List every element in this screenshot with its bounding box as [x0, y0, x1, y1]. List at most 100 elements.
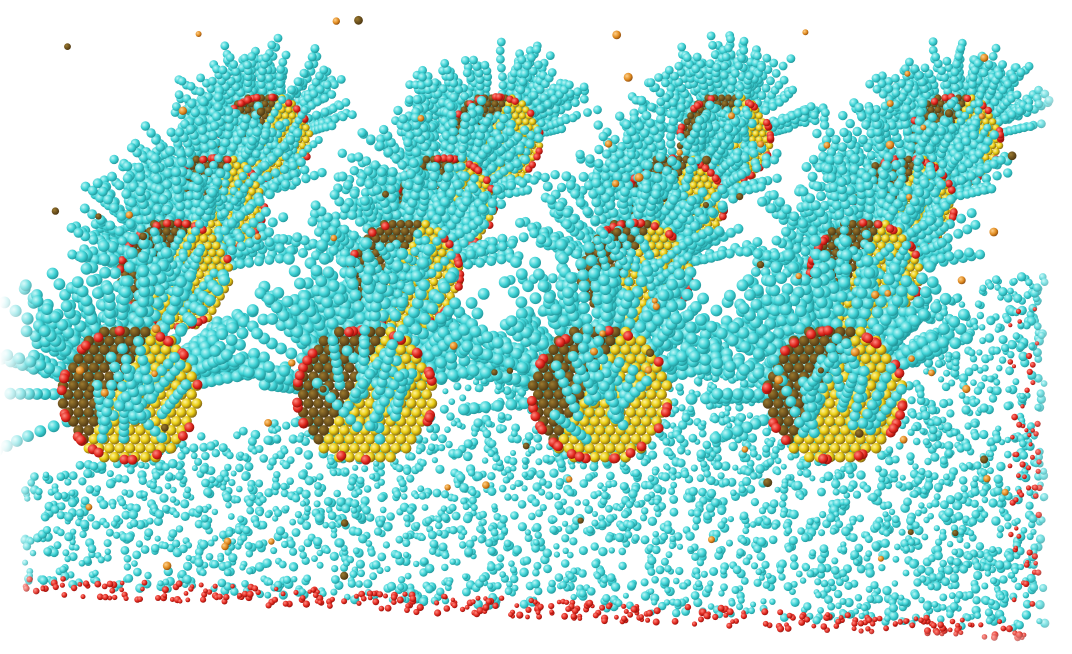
- substrate-ligand-bead: [670, 536, 676, 542]
- substrate-ligand-bead: [944, 565, 953, 574]
- substrate-ligand-bead: [432, 457, 438, 463]
- substrate-ligand-bead: [129, 510, 139, 520]
- substrate-ligand-bead: [987, 386, 994, 393]
- substrate-ligand-bead: [142, 491, 148, 497]
- substrate-ligand-bead: [441, 505, 447, 511]
- ligand-chain-bead: [187, 82, 196, 91]
- substrate-ligand-bead: [892, 515, 900, 523]
- substrate-ligand-bead: [405, 521, 411, 527]
- substrate-ligand-bead: [934, 551, 943, 560]
- substrate-ligand-bead: [575, 499, 581, 505]
- substrate-ligand-bead: [99, 500, 108, 509]
- substrate-ligand-bead: [566, 488, 574, 496]
- substrate-ligand-bead: [311, 555, 318, 562]
- substrate-ligand-bead: [958, 528, 965, 535]
- substrate-ligand-bead: [357, 570, 365, 578]
- substrate-ligand-bead: [933, 417, 942, 426]
- substrate-ligand-bead: [884, 615, 891, 622]
- substrate-ligand-bead: [270, 547, 277, 554]
- ligand-chain-bead: [278, 96, 286, 104]
- substrate-ligand-bead: [884, 501, 892, 509]
- substrate-ligand-bead: [328, 458, 335, 465]
- substrate-ligand-bead: [995, 426, 1001, 432]
- substrate-ligand-bead: [975, 300, 982, 307]
- substrate-ligand-bead: [998, 287, 1007, 296]
- substrate-ligand-bead: [43, 526, 51, 534]
- substrate-ligand-bead: [664, 599, 670, 605]
- substrate-ligand-bead: [881, 539, 890, 548]
- substrate-ligand-bead: [609, 547, 615, 553]
- substrate-ligand-bead: [280, 483, 287, 490]
- substrate-ligand-bead: [641, 578, 649, 586]
- headgroup-bead: [471, 599, 476, 604]
- substrate-ligand-bead: [150, 482, 157, 489]
- substrate-ligand-bead: [923, 438, 930, 445]
- substrate-ligand-bead: [535, 532, 542, 539]
- substrate-ligand-bead: [620, 482, 629, 491]
- substrate-ligand-bead: [165, 483, 172, 490]
- substrate-ligand-bead: [803, 469, 812, 478]
- substrate-ligand-bead: [430, 433, 438, 441]
- substrate-ligand-bead: [162, 505, 170, 513]
- substrate-ligand-bead: [509, 457, 517, 465]
- substrate-ligand-bead: [180, 499, 189, 508]
- substrate-ligand-bead: [928, 583, 935, 590]
- substrate-ligand-bead: [859, 613, 865, 619]
- headgroup-bead: [1024, 428, 1028, 432]
- substrate-ligand-bead: [767, 458, 774, 465]
- ligand-chain-bead: [262, 53, 271, 62]
- substrate-ligand-bead: [144, 528, 153, 537]
- substrate-ligand-bead: [446, 412, 454, 420]
- substrate-ligand-bead: [939, 560, 947, 568]
- substrate-ligand-bead: [785, 545, 793, 553]
- substrate-ligand-bead: [973, 562, 981, 570]
- substrate-ligand-bead: [296, 435, 303, 442]
- substrate-ligand-bead: [549, 526, 557, 534]
- substrate-ligand-bead: [482, 457, 488, 463]
- substrate-ligand-bead: [444, 426, 451, 433]
- substrate-ligand-bead: [1013, 294, 1022, 303]
- substrate-ligand-bead: [106, 529, 114, 537]
- substrate-ligand-bead: [510, 566, 517, 573]
- substrate-ligand-bead: [939, 399, 948, 408]
- substrate-ligand-bead: [769, 599, 775, 605]
- substrate-ligand-bead: [477, 526, 485, 534]
- substrate-ligand-bead: [579, 590, 587, 598]
- substrate-ligand-bead: [673, 578, 680, 585]
- substrate-ligand-bead: [680, 582, 687, 589]
- substrate-ligand-bead: [275, 426, 281, 432]
- substrate-ligand-bead: [262, 558, 271, 567]
- headgroup-bead: [565, 606, 571, 612]
- ligand-chain-bead: [315, 136, 323, 144]
- headgroup-bead: [692, 621, 697, 626]
- substrate-ligand-bead: [943, 474, 950, 481]
- substrate-ligand-bead: [442, 388, 448, 394]
- substrate-ligand-bead: [980, 403, 989, 412]
- headgroup-bead: [253, 94, 260, 101]
- substrate-ligand-bead: [459, 394, 466, 401]
- substrate-ligand-bead: [992, 434, 1001, 443]
- substrate-ligand-bead: [931, 601, 938, 608]
- substrate-ligand-bead: [136, 540, 143, 547]
- substrate-ligand-bead: [453, 382, 461, 390]
- substrate-ligand-bead: [929, 433, 938, 442]
- headgroup-bead: [578, 616, 583, 621]
- substrate-ligand-bead: [835, 472, 842, 479]
- substrate-ligand-bead: [652, 537, 660, 545]
- substrate-ligand-bead: [772, 446, 780, 454]
- headgroup-bead: [821, 623, 828, 630]
- substrate-ligand-bead: [818, 529, 825, 536]
- substrate-ligand-bead: [478, 536, 485, 543]
- headgroup-bead: [606, 603, 612, 609]
- headgroup-bead: [274, 587, 278, 591]
- headgroup-bead: [1016, 309, 1021, 314]
- substrate-ligand-bead: [103, 522, 110, 529]
- substrate-ligand-bead: [441, 513, 450, 522]
- substrate-ligand-bead: [328, 511, 337, 520]
- ligand-chain-bead: [300, 69, 309, 78]
- substrate-ligand-bead: [98, 556, 105, 563]
- substrate-ligand-bead: [798, 494, 804, 500]
- substrate-ligand-bead: [80, 520, 90, 530]
- headgroup-bead: [1024, 562, 1030, 568]
- substrate-ligand-bead: [314, 482, 322, 490]
